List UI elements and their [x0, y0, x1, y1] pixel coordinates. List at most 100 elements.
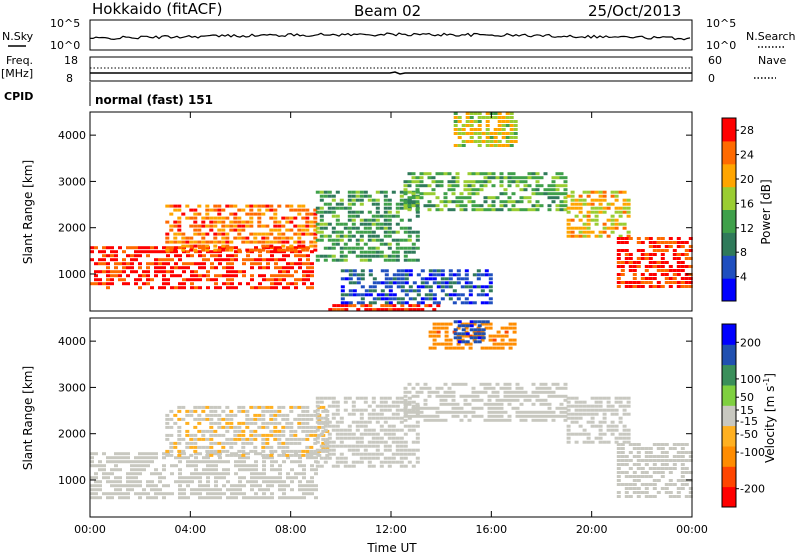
heatmap-cell — [415, 238, 420, 242]
heatmap-cell — [640, 471, 645, 474]
heatmap-cell — [379, 242, 384, 246]
heatmap-cell — [415, 214, 420, 218]
heatmap-cell — [468, 285, 473, 289]
heatmap-cell — [407, 208, 412, 212]
heatmap-cell — [439, 398, 444, 402]
heatmap-cell — [114, 468, 118, 472]
heatmap-cell — [403, 404, 408, 408]
heatmap-cell — [265, 425, 270, 429]
heatmap-cell — [194, 274, 198, 278]
heatmap-cell — [237, 224, 242, 228]
heatmap-cell — [177, 409, 182, 413]
heatmap-cell — [399, 416, 404, 420]
heatmap-cell — [351, 448, 356, 452]
heatmap-cell — [327, 210, 332, 214]
heatmap-cell — [391, 258, 396, 262]
heatmap-cell — [217, 421, 222, 425]
heatmap-cell — [189, 453, 194, 457]
heatmap-cell — [286, 472, 290, 476]
heatmap-cell — [282, 258, 286, 262]
heatmap-cell — [289, 216, 294, 220]
heatmap-cell — [407, 452, 412, 456]
heatmap-cell — [395, 396, 400, 400]
heatmap-cell — [206, 452, 210, 456]
heatmap-cell — [209, 429, 214, 433]
heatmap-cell — [340, 269, 345, 273]
heatmap-cell — [347, 206, 352, 210]
heatmap-cell — [323, 194, 328, 198]
heatmap-cell — [217, 453, 222, 457]
heatmap-cell — [559, 386, 564, 390]
heatmap-cell — [632, 491, 637, 494]
heatmap-cell — [479, 180, 484, 184]
heatmap-cell — [590, 210, 595, 214]
heatmap-cell — [130, 472, 134, 476]
heatmap-cell — [504, 334, 509, 338]
heatmap-cell — [169, 433, 174, 437]
heatmap-cell — [254, 496, 258, 500]
heatmap-cell — [383, 254, 388, 258]
heatmap-cell — [313, 216, 318, 220]
heatmap-cell — [481, 132, 486, 135]
heatmap-cell — [626, 202, 631, 206]
heatmap-cell — [614, 424, 619, 428]
heatmap-cell — [309, 224, 314, 228]
heatmap-cell — [197, 445, 202, 449]
heatmap-cell — [531, 390, 536, 394]
heatmap-cell — [590, 206, 595, 210]
heatmap-cell — [257, 224, 262, 228]
heatmap-cell — [590, 440, 595, 444]
heatmap-cell — [213, 433, 218, 437]
heatmap-cell — [335, 436, 340, 440]
heatmap-cell — [511, 390, 516, 394]
heatmap-cell — [419, 172, 424, 176]
heatmap-cell — [221, 248, 226, 252]
heatmap-cell — [286, 282, 290, 286]
heatmap-cell — [415, 210, 420, 214]
heatmap-cell — [186, 262, 190, 266]
heatmap-cell — [555, 184, 560, 188]
heatmap-cell — [664, 241, 669, 244]
heatmap-cell — [388, 308, 393, 312]
heatmap-cell — [419, 406, 424, 410]
heatmap-cell — [403, 464, 408, 468]
heatmap-cell — [185, 441, 190, 445]
heatmap-cell — [262, 468, 266, 472]
heatmap-cell — [285, 413, 290, 417]
heatmap-cell — [194, 476, 198, 480]
heatmap-cell — [459, 192, 464, 196]
heatmap-cell — [387, 222, 392, 226]
heatmap-cell — [427, 406, 432, 410]
heatmap-cell — [428, 304, 433, 308]
heatmap-cell — [563, 176, 568, 180]
heatmap-cell — [154, 492, 158, 496]
heatmap-cell — [451, 398, 456, 402]
heatmap-cell — [408, 304, 413, 308]
heatmap-cell — [383, 230, 388, 234]
heatmap-cell — [519, 414, 524, 418]
heatmap-cell — [485, 320, 490, 324]
heatmap-cell — [359, 210, 364, 214]
heatmap-cell — [457, 132, 462, 135]
heatmap-cell — [664, 463, 669, 466]
heatmap-cell — [447, 188, 452, 192]
heatmap-cell — [335, 206, 340, 210]
heatmap-cell — [130, 270, 134, 274]
heatmap-cell — [620, 249, 625, 252]
heatmap-cell — [290, 250, 294, 254]
heatmap-cell — [507, 398, 512, 402]
heatmap-cell — [439, 200, 444, 204]
heatmap-cell — [415, 258, 420, 262]
heatmap-cell — [174, 246, 178, 250]
heatmap-cell — [230, 286, 234, 290]
heatmap-cell — [319, 432, 324, 436]
heatmap-cell — [213, 240, 218, 244]
heatmap-cell — [193, 240, 198, 244]
heatmap-cell — [403, 410, 408, 414]
heatmap-cell — [570, 226, 575, 230]
heatmap-cell — [134, 472, 138, 476]
heatmap-cell — [94, 464, 98, 468]
heatmap-cell — [249, 421, 254, 425]
heatmap-cell — [305, 220, 310, 224]
